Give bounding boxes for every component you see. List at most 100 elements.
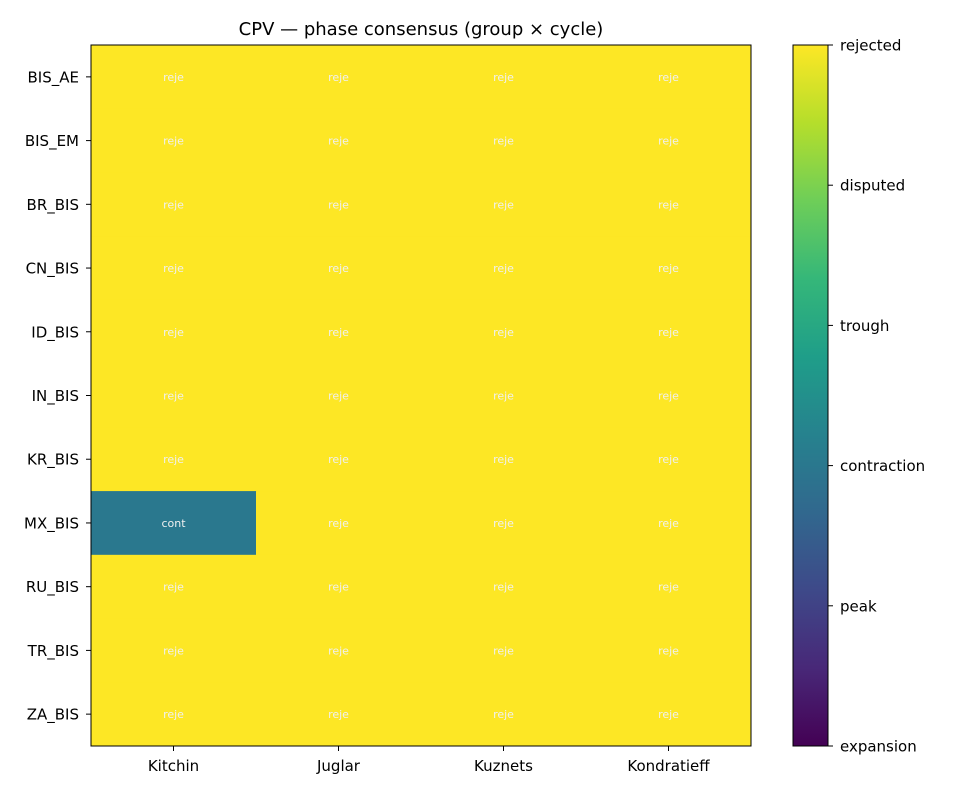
- cell-value-label: reje: [163, 135, 184, 148]
- cell-value-label: reje: [328, 390, 349, 403]
- cell-value-label: reje: [163, 262, 184, 275]
- cell-value-label: reje: [163, 71, 184, 84]
- cell-value-label: reje: [493, 135, 514, 148]
- heatmap-cell: [421, 618, 587, 683]
- cell-value-label: reje: [328, 71, 349, 84]
- heatmap-cell: [91, 172, 257, 237]
- heatmap-cell: [256, 45, 422, 110]
- cell-value-label: reje: [163, 644, 184, 657]
- heatmap-cell: [586, 618, 752, 683]
- x-tick-label: Kitchin: [148, 757, 199, 775]
- heatmap-cell: [91, 682, 257, 747]
- cell-value-label: reje: [658, 135, 679, 148]
- cell-value-label: reje: [163, 390, 184, 403]
- y-tick-label: ID_BIS: [31, 323, 79, 342]
- heatmap-cell: [421, 491, 587, 556]
- heatmap-cell: [256, 299, 422, 365]
- x-tick-label: Kondratieff: [627, 757, 710, 775]
- heatmap-cell: [586, 554, 752, 620]
- x-axis: Kitchin Juglar Kuznets Kondratieff: [148, 746, 710, 775]
- cell-value-label: reje: [328, 198, 349, 211]
- y-tick-label: RU_BIS: [26, 578, 79, 597]
- cell-value-label: reje: [163, 453, 184, 466]
- heatmap-cell: [91, 108, 257, 173]
- heatmap-cell: [586, 108, 752, 173]
- cell-value-label: reje: [328, 517, 349, 530]
- cell-value-label: reje: [658, 390, 679, 403]
- cell-value-label: reje: [658, 326, 679, 339]
- heatmap-cell: [256, 618, 422, 683]
- cell-value-label: reje: [658, 708, 679, 721]
- heatmap-cell: [421, 554, 587, 620]
- heatmap-cell: [421, 108, 587, 173]
- cell-value-label: reje: [328, 581, 349, 594]
- heatmap-cell: [421, 682, 587, 747]
- heatmap-cell: [91, 427, 257, 492]
- cell-value-label: reje: [163, 581, 184, 594]
- cell-value-label: reje: [493, 198, 514, 211]
- y-axis: BIS_AE BIS_EM BR_BIS CN_BIS ID_BIS IN_BIS KR_B…: [24, 68, 91, 725]
- cell-value-label: reje: [493, 453, 514, 466]
- y-tick-label: CN_BIS: [26, 260, 79, 279]
- heatmap-cell: [586, 682, 752, 747]
- heatmap-cell: [91, 363, 257, 428]
- heatmap-cell-labels: reje reje reje reje reje reje reje reje reje reje…: [161, 71, 679, 721]
- colorbar-tick-label: contraction: [840, 457, 925, 475]
- cell-value-label: reje: [493, 708, 514, 721]
- heatmap-cell: [256, 236, 422, 301]
- cell-value-label: reje: [493, 262, 514, 275]
- colorbar-tick-label: expansion: [840, 738, 917, 756]
- cell-value-label: reje: [658, 581, 679, 594]
- y-tick-label: BR_BIS: [27, 196, 79, 215]
- heatmap-cell: [91, 236, 257, 301]
- heatmap-cell: [91, 554, 257, 620]
- cell-value-label: reje: [328, 453, 349, 466]
- y-tick-label: ZA_BIS: [27, 706, 79, 725]
- cell-value-label: reje: [328, 708, 349, 721]
- x-tick-label: Kuznets: [474, 757, 533, 775]
- cell-value-label: reje: [493, 581, 514, 594]
- cell-value-label: reje: [328, 262, 349, 275]
- cell-value-label: reje: [493, 390, 514, 403]
- heatmap-cell: [586, 299, 752, 365]
- heatmap-cell: [91, 299, 257, 365]
- heatmap-cell: [256, 172, 422, 237]
- cell-value-label: reje: [163, 198, 184, 211]
- cell-value-label: reje: [658, 262, 679, 275]
- heatmap-cell: [421, 172, 587, 237]
- heatmap-cell: [91, 491, 257, 556]
- cell-value-label: reje: [163, 326, 184, 339]
- colorbar-tick-label: disputed: [840, 177, 905, 195]
- y-tick-label: BIS_AE: [28, 68, 79, 87]
- heatmap-cell: [586, 491, 752, 556]
- colorbar: [792, 44, 829, 747]
- cell-value-label: reje: [493, 326, 514, 339]
- heatmap-cell: [256, 427, 422, 492]
- heatmap-cell: [256, 491, 422, 556]
- heatmap-cell: [421, 45, 587, 110]
- cell-value-label: reje: [658, 198, 679, 211]
- colorbar-tick-label: peak: [840, 597, 877, 615]
- heatmap-cell: [586, 45, 752, 110]
- cell-value-label: reje: [328, 644, 349, 657]
- heatmap-cell: [586, 172, 752, 237]
- heatmap-cell: [586, 363, 752, 428]
- y-tick-label: BIS_EM: [25, 132, 79, 151]
- heatmap-cell: [256, 554, 422, 620]
- colorbar-tick-label: rejected: [840, 37, 901, 55]
- cell-value-label: reje: [493, 644, 514, 657]
- chart-title: CPV — phase consensus (group × cycle): [239, 19, 604, 40]
- cell-value-label: reje: [658, 644, 679, 657]
- cell-value-label: reje: [658, 453, 679, 466]
- cell-value-label: reje: [163, 708, 184, 721]
- heatmap-cell: [421, 236, 587, 301]
- colorbar-axis: expansion peak contraction trough disputed re…: [828, 37, 925, 756]
- heatmap-cell: [91, 45, 257, 110]
- y-tick-label: MX_BIS: [24, 514, 79, 533]
- cell-value-label: reje: [658, 71, 679, 84]
- cell-value-label: reje: [328, 326, 349, 339]
- heatmap-cells: [91, 45, 752, 747]
- heatmap-cell: [421, 427, 587, 492]
- heatmap-cell: [421, 299, 587, 365]
